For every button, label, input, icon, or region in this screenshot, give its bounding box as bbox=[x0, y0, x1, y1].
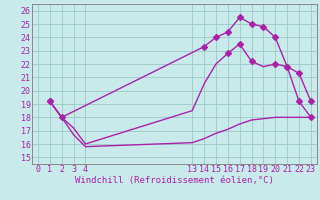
X-axis label: Windchill (Refroidissement éolien,°C): Windchill (Refroidissement éolien,°C) bbox=[75, 176, 274, 185]
